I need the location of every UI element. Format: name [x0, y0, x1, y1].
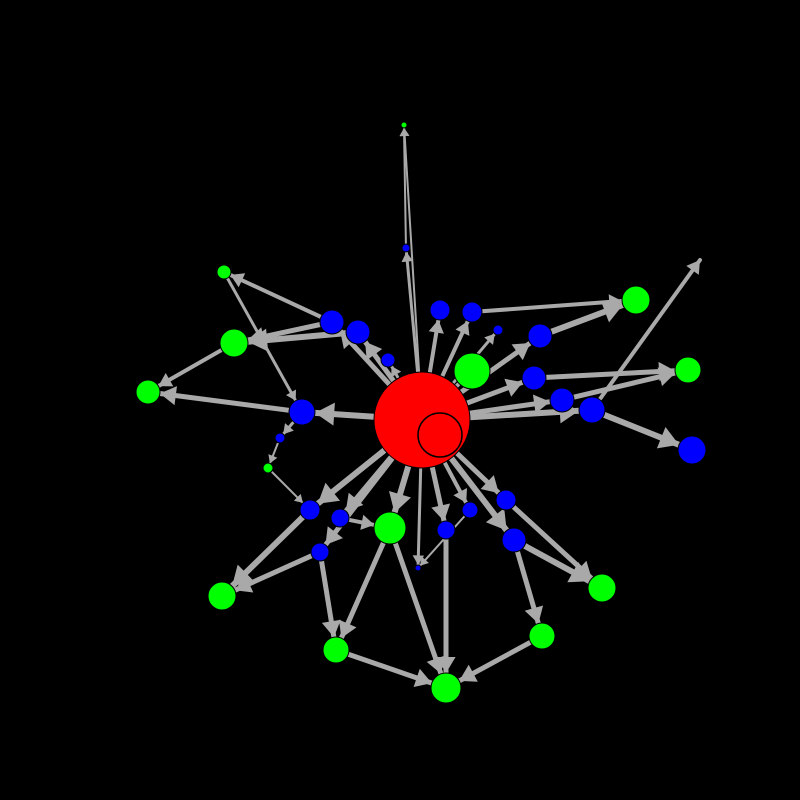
- node-b12: [678, 436, 706, 464]
- node-b3: [289, 399, 315, 425]
- node-g5: [208, 582, 236, 610]
- node-b5: [430, 300, 450, 320]
- node-g12: [217, 265, 231, 279]
- node-g6: [323, 637, 349, 663]
- node-g11: [675, 357, 701, 383]
- node-b7: [493, 325, 503, 335]
- node-b22: [275, 433, 285, 443]
- node-g7: [431, 673, 461, 703]
- node-g8: [529, 623, 555, 649]
- node-b4: [381, 353, 395, 367]
- network-graph: [0, 0, 800, 800]
- node-b8: [528, 324, 552, 348]
- node-b13: [496, 490, 516, 510]
- node-b2: [346, 320, 370, 344]
- node-b9: [522, 366, 546, 390]
- node-g1: [454, 353, 490, 389]
- node-b16: [502, 528, 526, 552]
- node-b18: [331, 509, 349, 527]
- node-b17: [300, 500, 320, 520]
- node-b21: [415, 565, 421, 571]
- node-g14: [401, 122, 407, 128]
- node-b11: [579, 397, 605, 423]
- node-g13: [263, 463, 273, 473]
- node-b6: [462, 302, 482, 322]
- node-b19: [311, 543, 329, 561]
- node-g3: [136, 380, 160, 404]
- node-b20: [402, 244, 410, 252]
- node-b15: [437, 521, 455, 539]
- node-g10: [622, 286, 650, 314]
- node-b10: [550, 388, 574, 412]
- node-b1: [320, 310, 344, 334]
- node-g9: [588, 574, 616, 602]
- node-g4: [374, 512, 406, 544]
- node-g2: [220, 329, 248, 357]
- node-b14: [462, 502, 478, 518]
